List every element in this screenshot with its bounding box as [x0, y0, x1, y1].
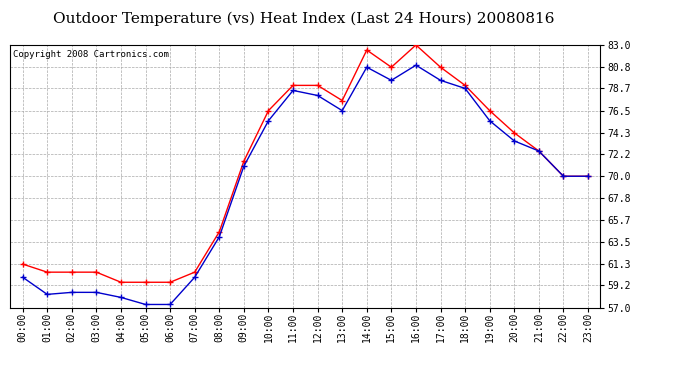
Text: Outdoor Temperature (vs) Heat Index (Last 24 Hours) 20080816: Outdoor Temperature (vs) Heat Index (Las…: [53, 11, 554, 26]
Text: Copyright 2008 Cartronics.com: Copyright 2008 Cartronics.com: [13, 50, 169, 59]
